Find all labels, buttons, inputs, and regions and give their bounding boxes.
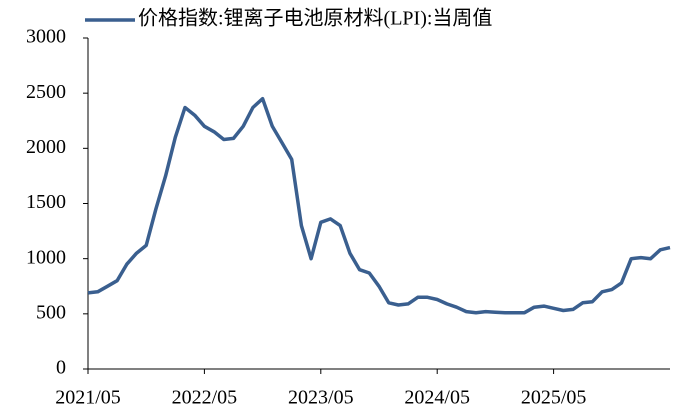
y-tick-label: 500 — [36, 301, 66, 323]
y-tick-label: 1000 — [26, 246, 66, 268]
legend-label: 价格指数:锂离子电池原材料(LPI):当周值 — [138, 7, 492, 30]
x-tick-label: 2022/05 — [172, 387, 238, 409]
y-tick-label: 1500 — [26, 191, 66, 213]
x-tick-label: 2021/05 — [55, 387, 121, 409]
y-tick-label: 3000 — [26, 26, 66, 48]
series-line — [87, 96, 671, 315]
y-tick-label: 0 — [56, 357, 66, 379]
x-tick-label: 2025/05 — [521, 387, 587, 409]
x-tick-label: 2024/05 — [404, 387, 470, 409]
y-tick-label: 2500 — [26, 81, 66, 103]
y-tick-label: 2000 — [26, 136, 66, 158]
x-tick-label: 2023/05 — [288, 387, 354, 409]
